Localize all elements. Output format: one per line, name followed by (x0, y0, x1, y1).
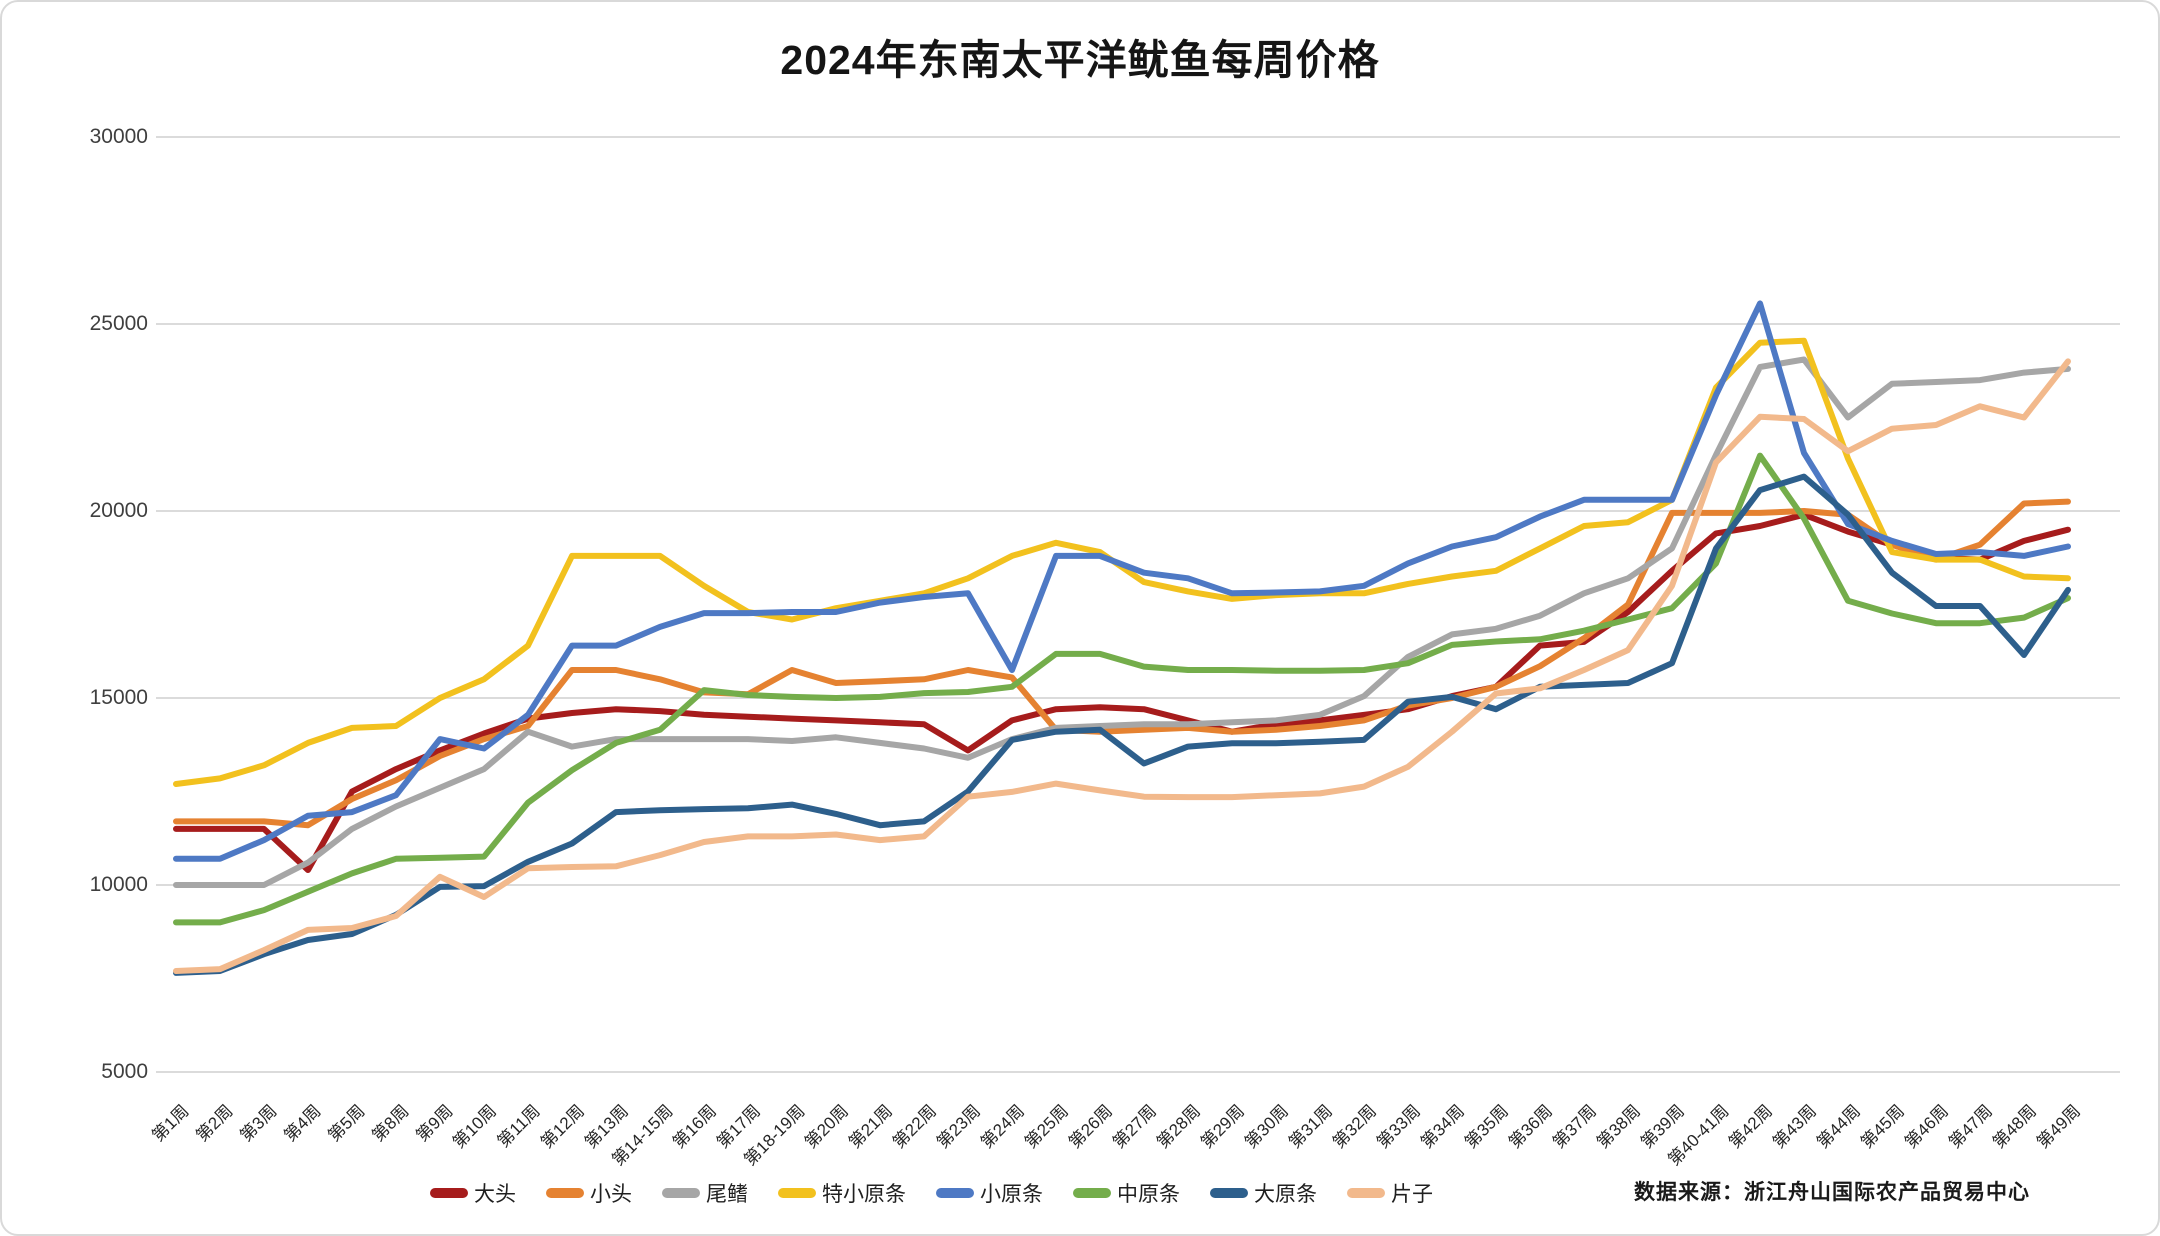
legend-swatch-icon (936, 1188, 974, 1198)
series-line-大原条 (173, 473, 2071, 976)
legend-swatch-icon (1347, 1188, 1385, 1198)
series-line-小原条 (173, 300, 2071, 862)
legend-item-小原条: 小原条 (936, 1178, 1043, 1208)
legend-swatch-icon (662, 1188, 700, 1198)
legend-swatch-icon (1073, 1188, 1111, 1198)
y-tick-label: 30000 (89, 125, 148, 148)
legend-item-小头: 小头 (546, 1178, 632, 1208)
y-tick-label: 25000 (89, 312, 148, 335)
series-line-中原条 (173, 452, 2071, 926)
legend-swatch-icon (546, 1188, 584, 1198)
y-tick-label: 15000 (89, 686, 148, 709)
series-line-尾鳍 (173, 356, 2071, 888)
legend-swatch-icon (778, 1188, 816, 1198)
legend-item-特小原条: 特小原条 (778, 1178, 906, 1208)
series-line-片子 (173, 358, 2071, 974)
series-lines (173, 300, 2071, 976)
legend-label: 尾鳍 (706, 1183, 748, 1206)
y-tick-label: 10000 (89, 873, 148, 896)
legend-item-中原条: 中原条 (1073, 1178, 1180, 1208)
legend-item-大原条: 大原条 (1210, 1178, 1317, 1208)
legend: 大头 小头 尾鳍 特小原条 小原条 中原条 大原条 片子 (430, 1178, 1433, 1208)
legend-label: 大头 (474, 1183, 516, 1206)
legend-label: 大原条 (1254, 1183, 1317, 1206)
legend-swatch-icon (430, 1188, 468, 1198)
legend-item-大头: 大头 (430, 1178, 516, 1208)
y-tick-label: 20000 (89, 499, 148, 522)
legend-swatch-icon (1210, 1188, 1248, 1198)
legend-label: 特小原条 (822, 1183, 906, 1206)
chart-title: 2024年东南太平洋鱿鱼每周价格 (780, 37, 1380, 83)
series-line-小头 (173, 498, 2071, 829)
data-source-note: 数据来源：浙江舟山国际农产品贸易中心 (1634, 1181, 2030, 1204)
y-tick-label: 5000 (101, 1060, 148, 1083)
legend-label: 中原条 (1117, 1183, 1180, 1206)
legend-label: 小原条 (980, 1183, 1043, 1206)
legend-label: 片子 (1391, 1183, 1433, 1206)
legend-item-尾鳍: 尾鳍 (662, 1178, 748, 1208)
legend-label: 小头 (590, 1183, 632, 1206)
gridlines (156, 136, 2120, 1073)
series-line-大头 (173, 511, 2071, 873)
legend-item-片子: 片子 (1347, 1178, 1433, 1208)
